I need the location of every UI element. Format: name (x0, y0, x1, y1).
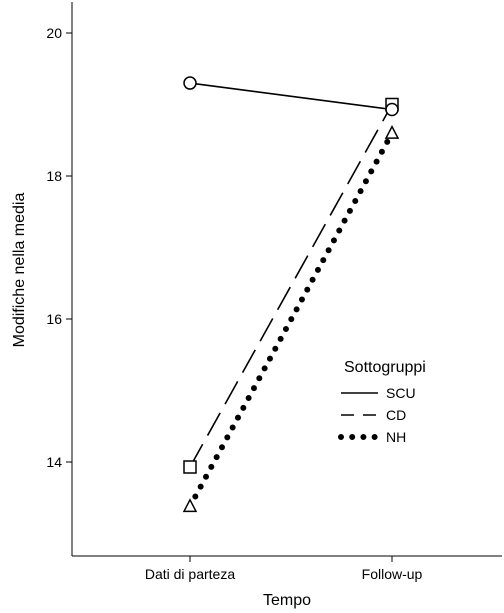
legend-title: Sottogruppi (344, 359, 426, 376)
data-point-cd (183, 460, 197, 474)
y-tick-label: 14 (46, 454, 62, 470)
series-markers (182, 76, 400, 513)
legend: Sottogruppi SCU CD NH (338, 359, 426, 445)
legend-items: SCU CD NH (338, 385, 416, 445)
y-ticks: 20 18 16 14 (46, 25, 72, 470)
legend-label-scu: SCU (386, 385, 416, 401)
y-axis-title: Modifiche nella media (11, 193, 28, 348)
y-tick-label: 18 (46, 168, 62, 184)
data-point-nh (182, 498, 198, 513)
series-lines (187, 82, 395, 510)
x-tick-label: Follow-up (362, 566, 423, 582)
series-line-nh (187, 130, 395, 510)
y-tick-label: 16 (46, 311, 62, 327)
data-point-nh (384, 124, 400, 139)
x-tick-label: Dati di parteza (145, 566, 235, 582)
legend-label-cd: CD (386, 407, 406, 423)
axes (71, 2, 502, 557)
data-point-scu (183, 76, 197, 90)
data-point-scu (385, 102, 399, 117)
legend-label-nh: NH (386, 429, 406, 445)
series-line-cd (189, 104, 393, 468)
x-ticks: Dati di parteza Follow-up (145, 556, 423, 582)
x-axis-title: Tempo (263, 592, 311, 609)
series-line-scu (189, 82, 393, 111)
y-tick-label: 20 (46, 25, 62, 41)
